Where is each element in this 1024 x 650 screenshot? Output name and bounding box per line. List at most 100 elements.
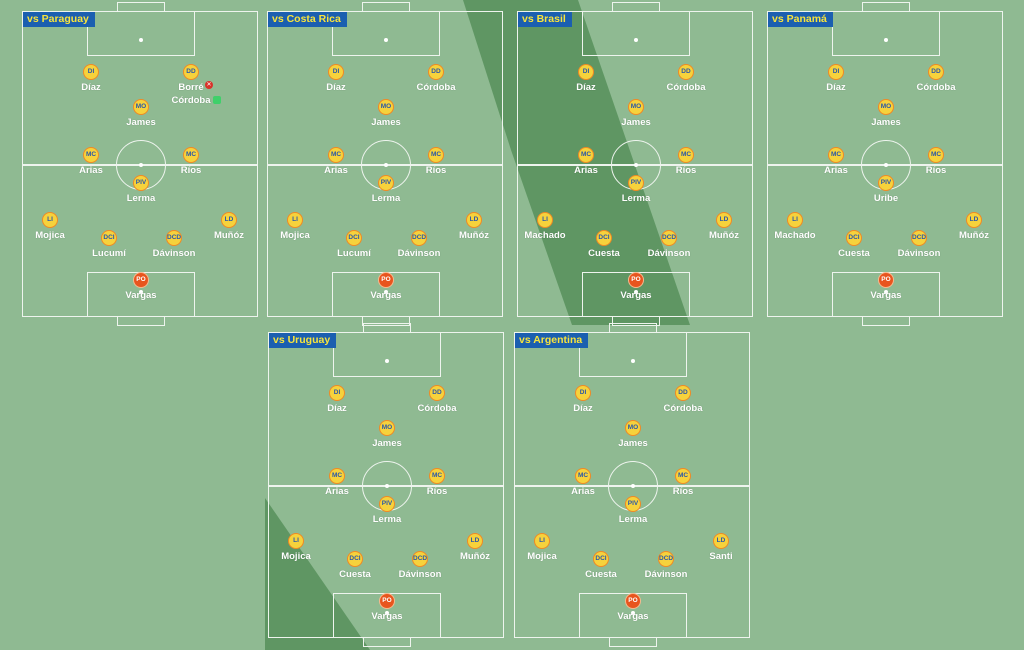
position-badge: DD bbox=[675, 385, 691, 401]
player-name: Santi bbox=[709, 551, 733, 562]
position-badge: DCD bbox=[661, 230, 677, 246]
position-badge: DD bbox=[183, 64, 199, 80]
player-name: Dávinson bbox=[398, 569, 442, 580]
player-name: Lucumí bbox=[92, 248, 126, 259]
position-badge: DD bbox=[928, 64, 944, 80]
player-name: James bbox=[372, 438, 402, 449]
position-badge: MO bbox=[625, 420, 641, 436]
position-badge: MC bbox=[83, 147, 99, 163]
position-badge: DI bbox=[328, 64, 344, 80]
player-name: Lerma bbox=[371, 193, 401, 204]
player-name: Córdoba bbox=[416, 82, 456, 93]
position-badge: MC bbox=[575, 468, 591, 484]
player-name: Ríos bbox=[672, 486, 694, 497]
top-penalty-spot bbox=[385, 359, 389, 363]
position-badge: PIV bbox=[625, 496, 641, 512]
center-spot bbox=[385, 484, 389, 488]
player-name: Uribe bbox=[873, 193, 899, 204]
bottom-goal-box bbox=[363, 637, 411, 647]
top-penalty-box bbox=[333, 332, 441, 377]
position-badge: DI bbox=[329, 385, 345, 401]
position-badge: DCD bbox=[412, 551, 428, 567]
top-goal-box bbox=[363, 323, 411, 333]
player-name: Dávinson bbox=[644, 569, 688, 580]
position-badge: DCI bbox=[846, 230, 862, 246]
substitution-on-icon bbox=[213, 96, 221, 104]
position-badge: PIV bbox=[878, 175, 894, 191]
center-spot bbox=[884, 163, 888, 167]
bottom-goal-box bbox=[609, 637, 657, 647]
player-name: Córdoba bbox=[663, 403, 703, 414]
position-badge: MC bbox=[328, 147, 344, 163]
position-badge: LI bbox=[288, 533, 304, 549]
position-badge: DCD bbox=[911, 230, 927, 246]
position-badge: LI bbox=[787, 212, 803, 228]
position-badge: LI bbox=[42, 212, 58, 228]
position-badge: LD bbox=[966, 212, 982, 228]
pitch-6: vs Argentina DI Díaz DD Córdoba MO James MC Aria… bbox=[514, 323, 750, 647]
top-penalty-spot bbox=[384, 38, 388, 42]
player-name: Mojica bbox=[527, 551, 557, 562]
position-badge: MC bbox=[329, 468, 345, 484]
top-penalty-box bbox=[332, 11, 440, 56]
bottom-goal-box bbox=[612, 316, 660, 326]
top-penalty-box bbox=[87, 11, 195, 56]
position-badge: PO bbox=[379, 593, 395, 609]
pitch-1: vs Paraguay DI Díaz DD Borré ✕ Córdoba MO James M… bbox=[22, 2, 258, 326]
player-name: Muñóz bbox=[458, 230, 490, 241]
player-name: Mojica bbox=[280, 230, 310, 241]
bottom-goal-box bbox=[117, 316, 165, 326]
player-name: Arias bbox=[571, 486, 595, 497]
position-badge: MC bbox=[578, 147, 594, 163]
position-badge: PIV bbox=[378, 175, 394, 191]
player-name: Dávinson bbox=[397, 248, 441, 259]
player-name: Cuesta bbox=[838, 248, 870, 259]
substitution-off-icon: ✕ bbox=[205, 81, 213, 89]
position-badge: PO bbox=[628, 272, 644, 288]
player-name: Arias bbox=[324, 165, 348, 176]
position-badge: DD bbox=[678, 64, 694, 80]
player-name: Mojica bbox=[281, 551, 311, 562]
position-badge: LI bbox=[534, 533, 550, 549]
top-goal-box bbox=[862, 2, 910, 12]
player-name: Díaz bbox=[81, 82, 101, 93]
position-badge: DCI bbox=[596, 230, 612, 246]
bottom-penalty-spot bbox=[385, 611, 389, 615]
position-badge: DI bbox=[578, 64, 594, 80]
player-name: Ríos bbox=[425, 165, 447, 176]
center-spot bbox=[631, 484, 635, 488]
position-badge: LI bbox=[287, 212, 303, 228]
player-name: Díaz bbox=[573, 403, 593, 414]
player-name: Ríos bbox=[675, 165, 697, 176]
match-title: vs Brasil bbox=[518, 12, 572, 27]
position-badge: PIV bbox=[379, 496, 395, 512]
center-spot bbox=[139, 163, 143, 167]
player-name: Dávinson bbox=[647, 248, 691, 259]
position-badge: PO bbox=[625, 593, 641, 609]
top-penalty-spot bbox=[139, 38, 143, 42]
top-goal-box bbox=[609, 323, 657, 333]
match-title: vs Paraguay bbox=[23, 12, 95, 27]
position-badge: DI bbox=[83, 64, 99, 80]
match-title: vs Uruguay bbox=[269, 333, 337, 348]
player-name: Córdoba bbox=[666, 82, 706, 93]
player-name: Ríos bbox=[426, 486, 448, 497]
player-name: Muñóz bbox=[459, 551, 491, 562]
position-badge: DCI bbox=[346, 230, 362, 246]
player-name: Dávinson bbox=[152, 248, 196, 259]
position-badge: MC bbox=[828, 147, 844, 163]
position-badge: LD bbox=[713, 533, 729, 549]
match-title: vs Panamá bbox=[768, 12, 833, 27]
player-name: Cuesta bbox=[588, 248, 620, 259]
player-name: Vargas bbox=[617, 611, 649, 622]
player-name: Ríos bbox=[180, 165, 202, 176]
position-badge: MO bbox=[379, 420, 395, 436]
position-badge: DD bbox=[429, 385, 445, 401]
player-name: Muñóz bbox=[708, 230, 740, 241]
top-goal-box bbox=[117, 2, 165, 12]
position-badge: LD bbox=[221, 212, 237, 228]
player-name: Vargas bbox=[371, 611, 403, 622]
player-name: Díaz bbox=[576, 82, 596, 93]
player-name: Cuesta bbox=[339, 569, 371, 580]
player-name: Arias bbox=[824, 165, 848, 176]
